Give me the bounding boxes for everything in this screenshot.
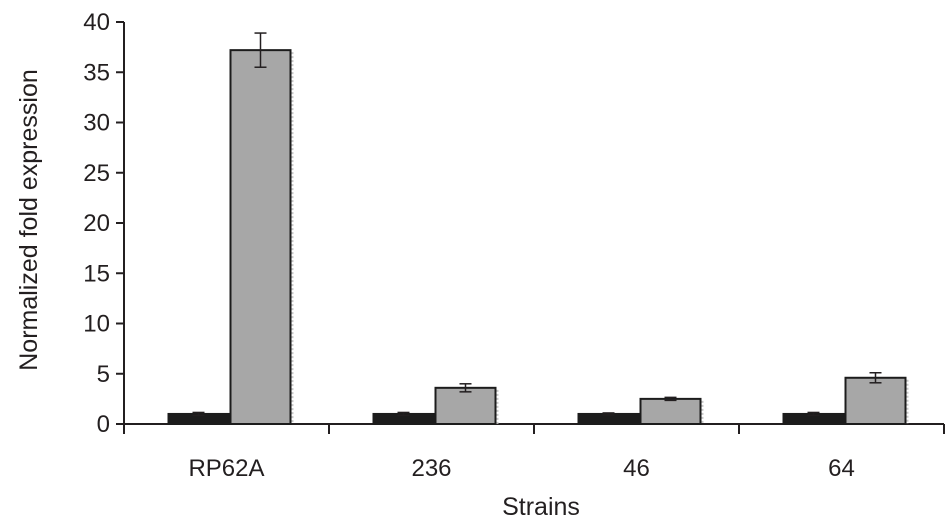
bar-series-2 [434,386,497,426]
x-category-label: RP62A [188,455,264,482]
x-category-label: 236 [411,455,451,482]
bar-series-2 [639,397,702,425]
y-tick-label: 5 [97,361,110,388]
y-tick-label: 0 [97,411,110,438]
y-axis: 0 5 10 15 20 25 30 35 40 [83,9,125,438]
bar-series-2 [844,376,907,425]
y-tick-label: 15 [83,260,110,287]
y-tick-label: 25 [83,160,110,187]
y-tick-label: 30 [83,110,110,137]
y-tick-label: 20 [83,210,110,237]
x-axis-title: Strains [502,493,580,521]
bar-series-2 [229,49,292,425]
y-tick-label: 10 [83,311,110,338]
x-axis: RP62A 236 46 64 [123,423,945,482]
y-axis-title: Normalized fold expression [15,69,43,371]
y-tick-label: 40 [83,9,110,36]
x-category-label: 64 [828,455,855,482]
bars [167,32,909,426]
y-tick-label: 35 [83,59,110,86]
x-category-label: 46 [623,455,650,482]
